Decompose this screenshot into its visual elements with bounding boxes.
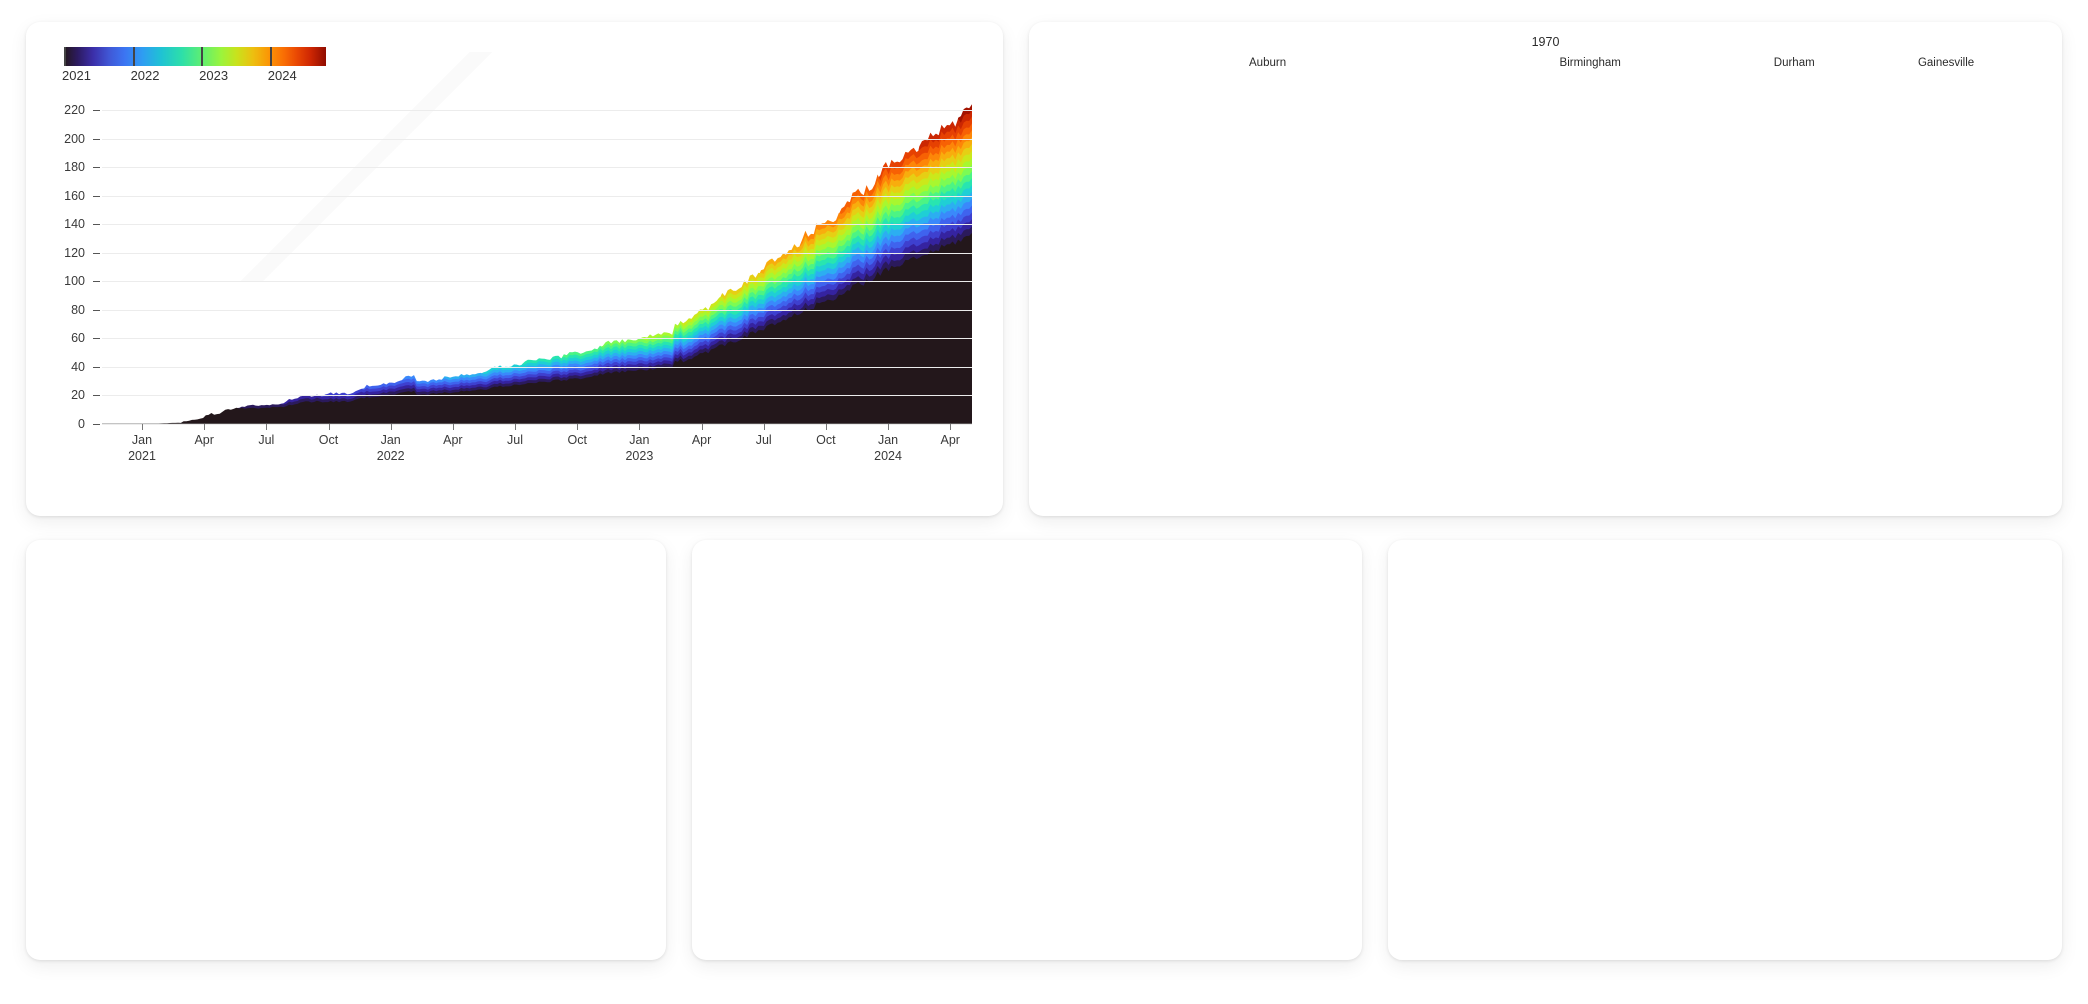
- x-axis-label: Jan 2023: [625, 433, 654, 463]
- streamgraph-svg: [102, 104, 972, 425]
- mosaic-body: [1073, 69, 2022, 461]
- x-tick-mark: [515, 424, 517, 430]
- y-axis-label: 20: [71, 388, 85, 403]
- x-tick-mark: [390, 424, 392, 430]
- bubble-x-axis: [1388, 928, 2062, 944]
- y-tick-mark: [93, 338, 100, 340]
- gridline: [102, 281, 972, 283]
- x-axis-label: Apr: [940, 433, 960, 447]
- legend-tick-mark: [64, 47, 66, 66]
- legend-tick-mark: [132, 47, 135, 66]
- gridline: [102, 395, 972, 397]
- gridline: [102, 309, 972, 311]
- x-tick-mark: [266, 424, 268, 430]
- mosaic-panel: 1970 Auburn Birmingham Durham Gainesville: [1039, 34, 2052, 508]
- y-tick-mark: [93, 395, 100, 397]
- bottom-row: [26, 540, 2062, 960]
- y-tick-mark: [93, 138, 100, 140]
- legend-tick-mark: [201, 47, 204, 66]
- mosaic-column-label: Auburn: [1249, 57, 1287, 69]
- y-tick-mark: [93, 167, 100, 169]
- x-axis-label: Jul: [258, 433, 275, 447]
- mosaic-column-label: Gainesville: [1917, 57, 1975, 69]
- y-axis-label: 40: [71, 359, 85, 374]
- y-axis-label: 80: [71, 302, 85, 317]
- y-tick-mark: [93, 309, 100, 311]
- legend-tick-label: 2021: [62, 68, 91, 83]
- x-tick-mark: [142, 424, 143, 430]
- horizon-chart-card: [26, 540, 667, 960]
- stream-band: [142, 232, 972, 424]
- y-axis-label: 200: [64, 131, 85, 146]
- legend-tick-label: 2024: [267, 68, 297, 83]
- gridline: [102, 366, 972, 368]
- x-axis-label: Jan 2021: [128, 433, 156, 463]
- gridline: [102, 338, 972, 340]
- spike-map-svg: [692, 540, 1362, 960]
- y-tick-mark: [93, 224, 100, 226]
- x-tick-mark: [701, 424, 703, 430]
- y-tick-mark: [93, 424, 100, 425]
- bubble-chart-svg: [1388, 540, 2062, 960]
- legend-tick-label: 2022: [130, 68, 160, 83]
- gridline: [102, 224, 972, 226]
- gridline: [102, 110, 972, 112]
- color-ramp-legend: [64, 47, 326, 66]
- mosaic-column-label: Durham: [1773, 57, 1815, 69]
- legend-tick-mark: [269, 47, 272, 66]
- legend-tick-label: 2023: [199, 68, 229, 83]
- y-tick-mark: [93, 110, 100, 112]
- x-tick-mark: [888, 424, 890, 430]
- mosaic-column-headers: Auburn Birmingham Durham Gainesville: [1039, 51, 2052, 69]
- gridline: [102, 195, 972, 197]
- y-axis-label: 0: [78, 417, 85, 431]
- x-axis-label: Oct: [318, 433, 339, 447]
- gridline: [102, 138, 972, 140]
- x-axis-label: Jul: [755, 433, 772, 447]
- streamgraph-plot: 220 200 180 160 140 120 100 80 60 40 20 0 Jan 2021 Apr…: [46, 90, 984, 470]
- x-axis-label: Jan 2022: [376, 433, 405, 463]
- x-tick-mark: [577, 424, 579, 430]
- y-tick-mark: [93, 195, 100, 197]
- spike-map-card: [692, 540, 1363, 960]
- gridline: [102, 424, 972, 425]
- x-tick-mark: [950, 424, 952, 430]
- x-tick-mark: [763, 424, 765, 430]
- y-axis-label: 60: [71, 331, 85, 346]
- legend-tick-labels: 2021 2022 2023 2024: [62, 68, 326, 85]
- x-axis-label: Apr: [443, 433, 463, 447]
- x-axis-label: Oct: [816, 433, 836, 447]
- y-axis-label: 220: [64, 103, 85, 118]
- x-tick-mark: [328, 424, 330, 430]
- x-axis-label: Apr: [194, 433, 214, 447]
- x-tick-mark: [825, 424, 827, 430]
- x-tick-mark: [204, 424, 206, 430]
- y-axis-label: 180: [64, 160, 85, 175]
- gridline: [102, 167, 972, 169]
- x-axis-label: Oct: [567, 433, 587, 447]
- y-tick-mark: [93, 366, 100, 368]
- x-tick-mark: [452, 424, 454, 430]
- mosaic-panel-title: 1970: [1531, 35, 1560, 49]
- y-tick-mark: [93, 252, 100, 254]
- x-tick-mark: [639, 424, 641, 430]
- y-tick-mark: [93, 281, 100, 283]
- x-axis-label: Jul: [507, 433, 524, 447]
- y-axis-label: 100: [64, 274, 85, 289]
- y-axis-label: 160: [64, 188, 85, 203]
- gridline: [102, 252, 972, 254]
- bubble-chart-card: [1388, 540, 2062, 960]
- mosaic-column-label: Birmingham: [1559, 57, 1621, 69]
- mosaic-chart-card: 1970 Auburn Birmingham Durham Gainesville: [1029, 22, 2062, 516]
- x-axis-label: Jan 2024: [874, 433, 902, 463]
- mosaic-column: [1073, 69, 2022, 461]
- streamgraph-card: 2021 2022 2023 2024 220 200 180 160 140 120 100 80…: [26, 22, 1004, 516]
- x-axis-label: Apr: [691, 433, 712, 447]
- top-row: 2021 2022 2023 2024 220 200 180 160 140 120 100 80…: [26, 22, 2062, 516]
- y-axis-label: 120: [64, 245, 85, 260]
- y-axis-label: 140: [64, 217, 85, 232]
